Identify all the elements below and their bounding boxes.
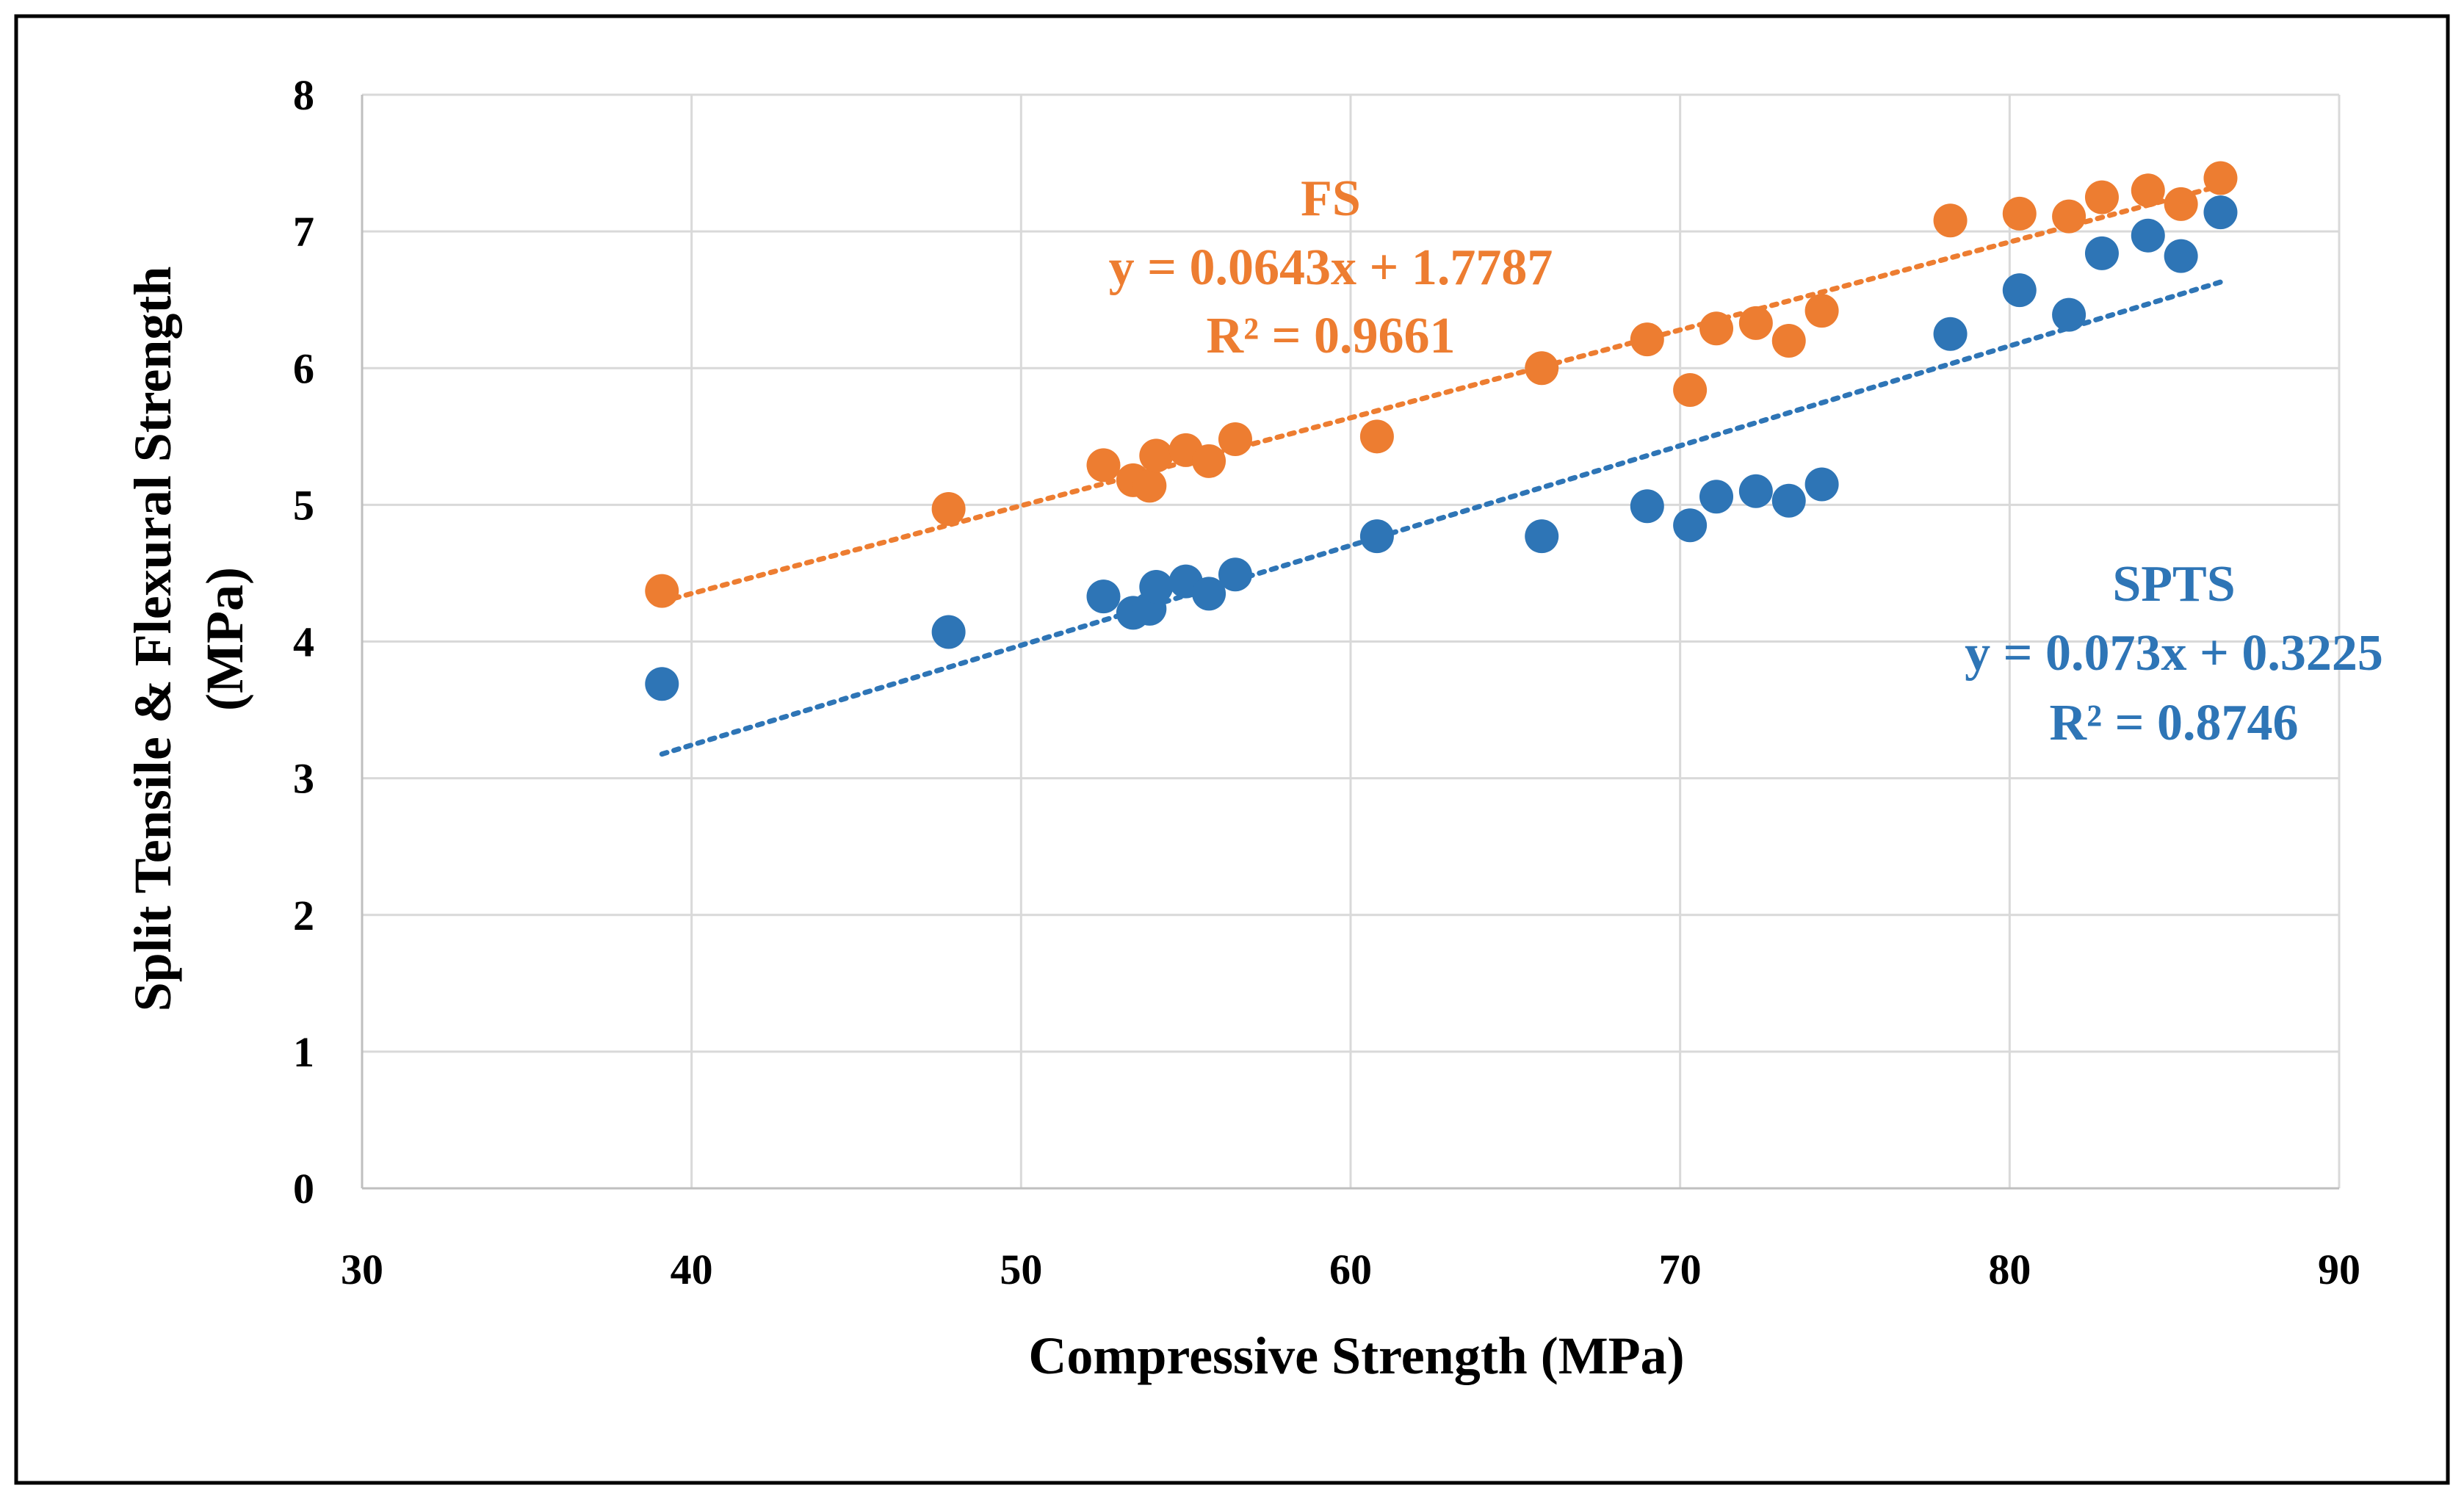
fs-point xyxy=(931,491,966,526)
spts-point xyxy=(1086,579,1121,614)
fs-point xyxy=(2164,187,2198,221)
y-axis-title: Split Tensile & Flexural Strength (MPa) xyxy=(123,267,254,1012)
y-tick-label: 8 xyxy=(293,71,314,119)
data-points xyxy=(645,161,2238,701)
x-tick-label: 80 xyxy=(1988,1246,2031,1293)
spts-point xyxy=(2164,239,2198,273)
fs-annotation-r2: R² = 0.9661 xyxy=(1207,308,1456,364)
fs-point xyxy=(1673,373,1708,408)
fs-point xyxy=(1738,306,1773,340)
axes xyxy=(361,95,2339,1190)
spts-point xyxy=(1218,557,1252,592)
x-tick-label: 40 xyxy=(671,1246,713,1293)
x-axis-title: Compressive Strength (MPa) xyxy=(1028,1326,1684,1385)
x-tick-label: 90 xyxy=(2318,1246,2360,1293)
x-tick-label: 30 xyxy=(341,1246,383,1293)
spts-annotation-label: SPTS xyxy=(2112,556,2235,613)
spts-point xyxy=(1359,519,1394,554)
spts-point xyxy=(1630,489,1664,524)
fs-point xyxy=(1630,322,1664,357)
fs-point xyxy=(645,574,679,608)
spts-point xyxy=(2002,273,2037,308)
spts-point xyxy=(2084,236,2119,270)
spts-point xyxy=(1804,467,1839,502)
spts-point xyxy=(1139,570,1174,604)
y-tick-label: 5 xyxy=(293,481,314,529)
fs-point xyxy=(1771,324,1806,358)
y-axis-title-line2: (MPa) xyxy=(195,567,254,711)
spts-point xyxy=(2131,218,2165,253)
fs-point xyxy=(2203,161,2238,195)
y-tick-label: 7 xyxy=(293,208,314,256)
spts-point xyxy=(931,615,966,649)
fs-point xyxy=(1699,311,1734,346)
y-tick-label: 1 xyxy=(293,1028,314,1076)
spts-point xyxy=(1525,519,1559,554)
fs-point xyxy=(1525,351,1559,386)
fs-point xyxy=(2084,180,2119,214)
tick-labels: 30 40 50 60 70 80 90 0 1 2 3 4 5 6 7 8 xyxy=(293,71,2360,1293)
fs-point xyxy=(1933,203,1968,238)
fs-point xyxy=(1359,419,1394,454)
fs-point xyxy=(1218,422,1252,457)
spts-point xyxy=(1699,480,1734,514)
chart-frame xyxy=(14,14,2450,1485)
spts-point xyxy=(1771,483,1806,518)
fs-point xyxy=(1139,438,1174,473)
y-tick-label: 6 xyxy=(293,344,314,392)
spts-annotation-r2: R² = 0.8746 xyxy=(2050,695,2299,751)
fs-point xyxy=(1132,469,1167,503)
spts-point xyxy=(2203,195,2238,230)
x-tick-label: 50 xyxy=(1000,1246,1042,1293)
spts-point xyxy=(1933,317,1968,351)
spts-point xyxy=(2052,297,2087,332)
spts-annotation-equation: y = 0.073x + 0.3225 xyxy=(1965,625,2383,682)
y-axis-title-line1: Split Tensile & Flexural Strength xyxy=(123,267,182,1012)
fs-point xyxy=(1804,294,1839,328)
spts-point xyxy=(1673,508,1708,543)
fs-point xyxy=(1192,444,1226,478)
trendlines xyxy=(659,183,2223,757)
spts-point xyxy=(1738,474,1773,508)
fs-point xyxy=(2002,196,2037,231)
spts-trendline xyxy=(659,279,2223,757)
spts-point xyxy=(1192,577,1226,611)
fs-annotation-equation: y = 0.0643x + 1.7787 xyxy=(1109,239,1553,296)
x-tick-label: 60 xyxy=(1329,1246,1372,1293)
fs-trendline xyxy=(659,183,2223,604)
fs-point xyxy=(2131,173,2165,208)
y-tick-label: 0 xyxy=(293,1165,314,1213)
spts-annotation: SPTS y = 0.073x + 0.3225 R² = 0.8746 xyxy=(1965,556,2383,751)
fs-point xyxy=(1086,448,1121,483)
y-tick-label: 4 xyxy=(293,618,314,666)
y-tick-label: 2 xyxy=(293,892,314,939)
fs-annotation-label: FS xyxy=(1301,170,1361,227)
fs-annotation: FS y = 0.0643x + 1.7787 R² = 0.9661 xyxy=(1109,170,1553,364)
fs-point xyxy=(2052,199,2087,234)
spts-point xyxy=(645,667,679,701)
x-tick-label: 70 xyxy=(1659,1246,1702,1293)
y-tick-label: 3 xyxy=(293,755,314,803)
